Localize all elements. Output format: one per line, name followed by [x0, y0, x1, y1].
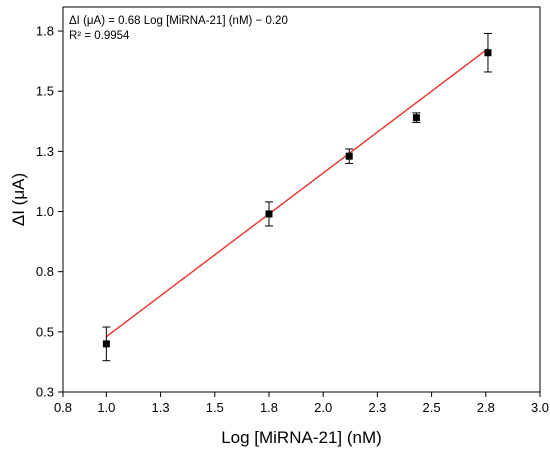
- r-squared-annotation: R² = 0.9954: [69, 30, 130, 42]
- fit-line-layer: [105, 48, 489, 338]
- x-axis: 0.8 1.0 1.3 1.5 1.8 2.0 2.3 2.5 2.8 3.0: [54, 392, 549, 415]
- point-marker: [345, 152, 353, 160]
- data-point: [345, 148, 354, 164]
- point-marker: [265, 210, 273, 218]
- y-axis-title: ΔI (μA): [9, 173, 28, 226]
- data-point: [102, 326, 111, 362]
- y-tick-label: 1.5: [36, 84, 54, 99]
- point-marker: [412, 114, 420, 122]
- fit-line: [105, 48, 489, 338]
- y-tick-label: 0.8: [36, 264, 54, 279]
- data-point: [264, 201, 273, 227]
- x-tick-label: 2.0: [314, 400, 332, 415]
- data-point: [483, 32, 492, 73]
- point-marker: [484, 49, 492, 57]
- x-tick-label: 3.0: [531, 400, 549, 415]
- x-tick-label: 2.3: [368, 400, 386, 415]
- x-tick-label: 1.8: [260, 400, 278, 415]
- x-tick-label: 1.5: [206, 400, 224, 415]
- point-marker: [102, 340, 110, 348]
- plot-area: [62, 6, 541, 393]
- y-tick-label: 0.5: [36, 324, 54, 339]
- y-tick-label: 1.0: [36, 204, 54, 219]
- y-tick-label: 0.3: [36, 385, 54, 400]
- x-tick-label: 1.0: [97, 400, 115, 415]
- x-tick-label: 2.8: [477, 400, 495, 415]
- data-points-layer: [102, 32, 492, 362]
- y-tick-label: 1.8: [36, 24, 54, 39]
- plot-border: [62, 6, 541, 393]
- y-tick-label: 1.3: [36, 144, 54, 159]
- x-tick-label: 2.5: [423, 400, 441, 415]
- x-tick-label: 0.8: [54, 400, 72, 415]
- x-axis-title: Log [MiRNA-21] (nM): [221, 428, 382, 447]
- equation-annotation: ΔI (μA) = 0.68 Log [MiRNA-21] (nM) − 0.2…: [69, 15, 288, 27]
- x-tick-label: 1.3: [152, 400, 170, 415]
- data-point: [412, 112, 421, 123]
- y-axis: 0.3 0.5 0.8 1.0 1.3 1.5 1.8: [36, 24, 63, 400]
